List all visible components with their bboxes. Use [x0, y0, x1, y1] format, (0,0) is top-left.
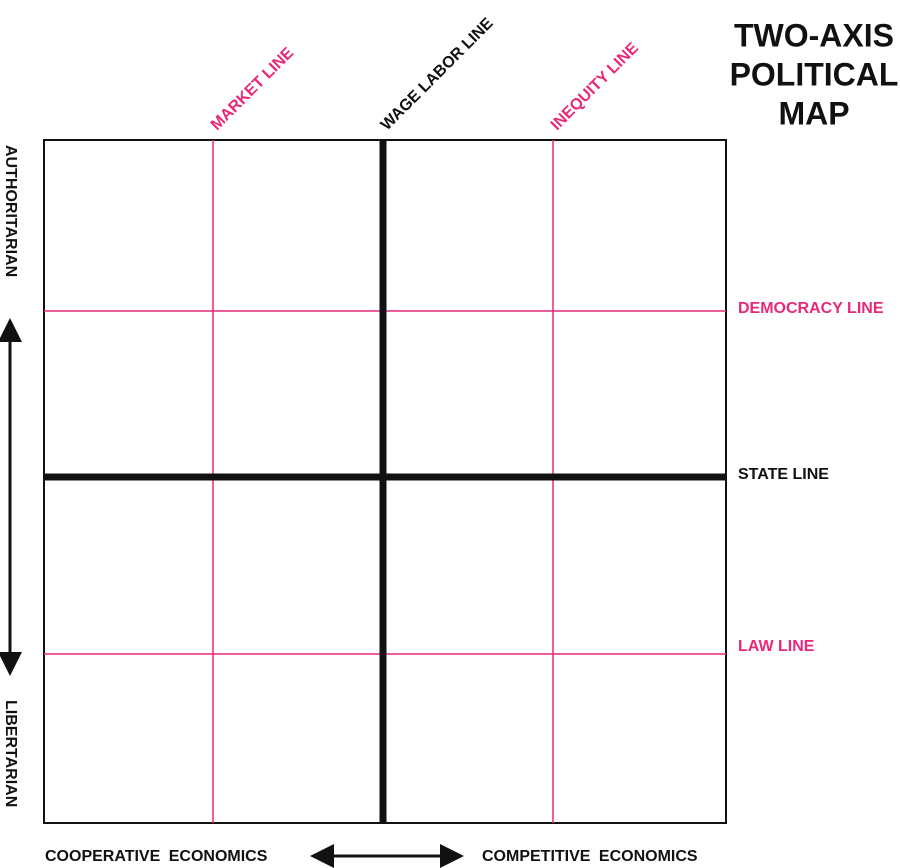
line-label: STATE LINE [738, 466, 829, 483]
title-line: MAP [778, 95, 849, 131]
line-label: LAW LINE [738, 638, 815, 655]
title-line: TWO-AXIS [734, 17, 894, 53]
title-line: POLITICAL [730, 56, 899, 92]
axis-label: COMPETITIVE ECONOMICS [482, 848, 698, 865]
line-label: DEMOCRACY LINE [738, 300, 884, 317]
line-label: MARKET LINE [208, 44, 298, 134]
line-label: WAGE LABOR LINE [378, 15, 497, 134]
line-label: INEQUITY LINE [548, 39, 642, 133]
axis-label: AUTHORITARIAN [2, 145, 19, 277]
axis-label: COOPERATIVE ECONOMICS [45, 848, 268, 865]
grid [43, 139, 727, 824]
axis-label: LIBERTARIAN [2, 700, 19, 807]
